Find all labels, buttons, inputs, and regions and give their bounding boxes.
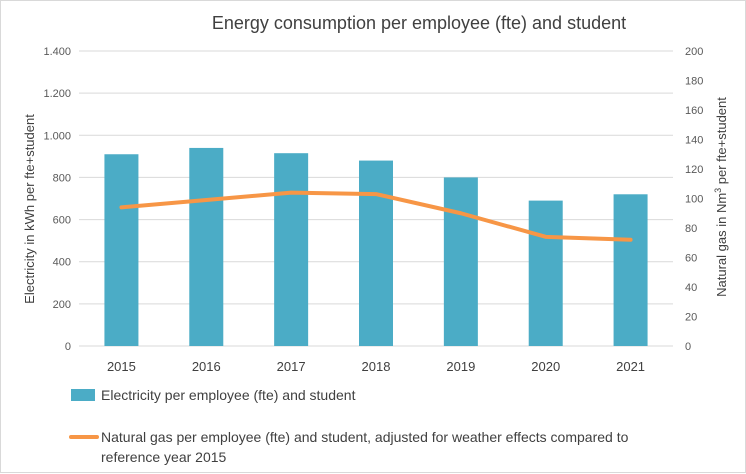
electricity-bars xyxy=(104,147,648,346)
right-tick-label: 180 xyxy=(685,76,703,88)
left-tick-label: 800 xyxy=(53,172,71,184)
right-tick-label: 20 xyxy=(685,312,697,324)
x-tick-label: 2020 xyxy=(531,359,560,374)
x-tick-label: 2016 xyxy=(192,359,221,374)
legend: Electricity per employee (fte) and stude… xyxy=(69,387,629,465)
bar-2021 xyxy=(613,194,648,346)
left-tick-label: 1.000 xyxy=(43,130,71,142)
right-tick-label: 200 xyxy=(685,46,703,58)
gas-point-2018 xyxy=(375,193,377,195)
x-tick-label: 2015 xyxy=(107,359,136,374)
right-axis-title-post: per fte+student xyxy=(714,97,729,188)
gas-point-2016 xyxy=(205,199,207,201)
gas-line xyxy=(119,190,633,242)
right-tick-label: 120 xyxy=(685,164,703,176)
x-tick-label: 2021 xyxy=(616,359,645,374)
right-axis-title: Natural gas in Nm3 per fte+student xyxy=(713,97,729,297)
bar-2018 xyxy=(359,160,393,346)
right-tick-label: 80 xyxy=(685,223,697,235)
bar-2019 xyxy=(443,177,478,346)
gas-point-2015 xyxy=(120,206,122,208)
x-tick-label: 2018 xyxy=(362,359,391,374)
legend-label-gas-line1: Natural gas per employee (fte) and stude… xyxy=(101,429,629,445)
gas-point-2021 xyxy=(630,239,632,241)
legend-label-gas-line2: reference year 2015 xyxy=(101,449,227,465)
right-axis-title-pre: Natural gas in Nm xyxy=(714,193,729,297)
right-axis-ticks: 0 20 40 60 80 100 120 140 160 180 200 xyxy=(685,46,703,353)
right-tick-label: 0 xyxy=(685,341,691,353)
chart-title: Energy consumption per employee (fte) an… xyxy=(212,13,626,33)
legend-swatch-electricity xyxy=(71,389,95,401)
right-tick-label: 160 xyxy=(685,105,703,117)
bar-2020 xyxy=(528,200,563,346)
right-tick-label: 140 xyxy=(685,135,703,147)
x-tick-label: 2017 xyxy=(277,359,306,374)
bar-2016 xyxy=(189,147,224,346)
bar-2015 xyxy=(104,154,139,346)
left-tick-label: 1.400 xyxy=(43,46,71,58)
right-tick-label: 60 xyxy=(685,253,697,265)
left-tick-label: 200 xyxy=(53,299,71,311)
left-tick-label: 400 xyxy=(53,257,71,269)
gas-point-2020 xyxy=(545,236,547,238)
gas-point-2019 xyxy=(460,212,462,214)
left-tick-label: 1.200 xyxy=(43,88,71,100)
x-tick-label: 2019 xyxy=(446,359,475,374)
left-tick-label: 0 xyxy=(65,341,71,353)
left-axis-title: Electricity in kWh per fte+student xyxy=(22,114,37,304)
left-axis-ticks: 0 200 400 600 800 1.000 1.200 1.400 xyxy=(43,46,71,353)
right-tick-label: 100 xyxy=(685,194,703,206)
legend-label-electricity: Electricity per employee (fte) and stude… xyxy=(101,387,356,403)
left-tick-label: 600 xyxy=(53,215,71,227)
gas-point-2017 xyxy=(290,192,292,194)
right-tick-label: 40 xyxy=(685,282,697,294)
right-axis-title-sup: 3 xyxy=(713,188,723,193)
bar-2017 xyxy=(274,153,309,346)
x-axis-ticks: 2015 2016 2017 2018 2019 2020 2021 xyxy=(107,359,645,374)
